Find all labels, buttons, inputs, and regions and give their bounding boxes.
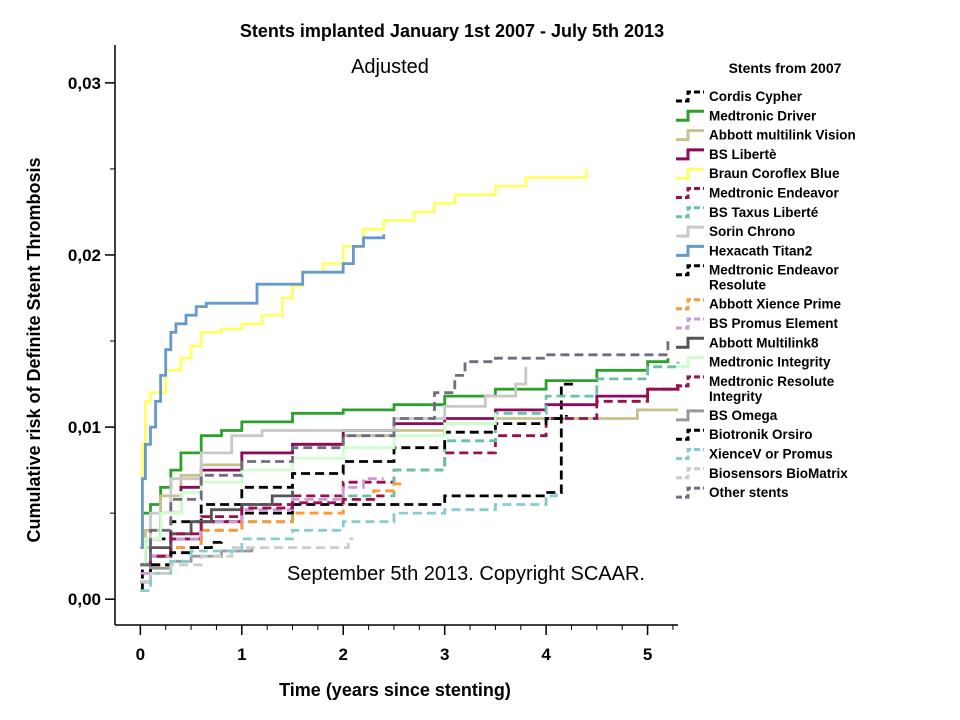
legend-item: Medtronic Resolute Integrity — [676, 374, 835, 404]
legend-swatch — [676, 409, 704, 422]
annotation-copyright: September 5th 2013. Copyright SCAAR. — [287, 563, 645, 585]
legend-swatch — [676, 129, 704, 142]
x-ticks: 0 1 2 3 4 5 — [136, 625, 674, 664]
legend-swatch — [676, 317, 704, 330]
series-line — [140, 341, 670, 567]
legend-swatch — [676, 187, 704, 199]
legend-label: BS Taxus Liberté — [709, 205, 819, 220]
legend-swatch — [676, 109, 704, 122]
legend-label: Cordis Cypher — [709, 89, 803, 104]
legend-swatch — [676, 336, 704, 349]
legend-title: Stents from 2007 — [729, 60, 842, 76]
x-tick-label: 2 — [339, 645, 348, 664]
legend-swatch — [676, 356, 704, 369]
legend-label: Abbott Xience Prime — [709, 297, 842, 312]
legend-item: BS Taxus Liberté — [676, 205, 819, 220]
legend-label: Braun Coroflex Blue — [709, 166, 840, 181]
legend-label: Medtronic Endeavor Resolute — [709, 263, 840, 293]
x-tick-label: 0 — [136, 645, 145, 664]
legend-swatch — [676, 244, 704, 257]
y-tick-label: 0,01 — [68, 418, 101, 437]
legend-label: Medtronic Resolute Integrity — [709, 374, 835, 404]
legend-swatch — [676, 467, 704, 480]
x-axis-title: Time (years since stenting) — [279, 680, 511, 700]
legend-label: Abbott multilink Vision — [709, 128, 856, 143]
plot-area: 0 1 2 3 4 5 0,00 0,01 0,02 0,03 — [68, 45, 680, 664]
legend-label: BS Omega — [709, 408, 778, 423]
x-tick-label: 1 — [237, 645, 246, 664]
legend-item: Medtronic Endeavor — [676, 186, 840, 201]
legend-swatch — [676, 298, 704, 311]
legend-item: XienceV or Promus — [676, 447, 833, 462]
legend-swatch — [676, 167, 704, 180]
legend-label: Medtronic Driver — [709, 108, 817, 123]
legend-item: Other stents — [676, 485, 789, 500]
series-line — [140, 358, 670, 549]
legend-swatch — [676, 206, 704, 219]
series-line — [140, 494, 384, 584]
legend-item: Sorin Chrono — [676, 224, 795, 239]
y-tick-label: 0,00 — [68, 590, 101, 609]
annotation-adjusted: Adjusted — [351, 56, 429, 78]
legend-label: Hexacath Titan2 — [709, 243, 812, 258]
y-tick-label: 0,02 — [68, 246, 101, 265]
series-line — [140, 382, 577, 592]
legend-item: Biotronik Orsiro — [676, 427, 813, 442]
legend-swatch — [676, 264, 704, 277]
series-line — [140, 538, 223, 584]
legend-item: BS Libertè — [676, 147, 777, 162]
legend-label: Biosensors BioMatrix — [709, 466, 848, 481]
legend-item: BS Omega — [676, 408, 778, 423]
series-line — [140, 366, 528, 549]
series-line — [140, 415, 568, 567]
series-line — [140, 477, 384, 575]
legend-item: Medtronic Endeavor Resolute — [676, 263, 840, 293]
legend-item: Hexacath Titan2 — [676, 243, 812, 258]
legend-label: Medtronic Integrity — [709, 355, 831, 370]
series-line — [140, 234, 386, 549]
legend-label: Other stents — [709, 485, 789, 500]
series-lines — [140, 168, 680, 592]
series-line — [140, 413, 497, 567]
legend-swatch — [676, 448, 704, 460]
series-line — [140, 490, 294, 567]
legend-label: Medtronic Endeavor — [709, 186, 840, 201]
legend-swatch — [676, 225, 704, 238]
legend-label: Sorin Chrono — [709, 224, 795, 239]
legend-items: Cordis Cypher Medtronic Driver Abbott mult… — [676, 89, 856, 500]
y-ticks: 0,00 0,01 0,02 0,03 — [68, 74, 115, 609]
legend-item: Abbott Multilink8 — [676, 335, 819, 350]
x-tick-label: 5 — [643, 645, 652, 664]
legend-item: Abbott multilink Vision — [676, 128, 856, 143]
legend-item: Medtronic Integrity — [676, 355, 831, 370]
series-line — [140, 168, 589, 541]
legend: Stents from 2007 Cordis Cypher Medtronic … — [676, 60, 856, 500]
legend-label: Abbott Multilink8 — [709, 335, 819, 350]
y-axis-title: Cumulative risk of Definite Stent Thromb… — [24, 157, 44, 542]
legend-label: BS Promus Element — [709, 316, 839, 331]
series-line — [140, 537, 354, 584]
legend-item: Cordis Cypher — [676, 89, 803, 104]
legend-swatch — [676, 375, 704, 388]
chart-title: Stents implanted January 1st 2007 - July… — [240, 21, 664, 41]
legend-label: XienceV or Promus — [709, 447, 833, 462]
y-tick-label: 0,03 — [68, 74, 101, 93]
legend-swatch — [676, 428, 704, 441]
legend-swatch — [676, 90, 704, 103]
legend-item: Braun Coroflex Blue — [676, 166, 840, 181]
legend-item: Medtronic Driver — [676, 108, 817, 123]
legend-label: Biotronik Orsiro — [709, 427, 813, 442]
legend-swatch — [676, 148, 704, 161]
legend-item: BS Promus Element — [676, 316, 839, 331]
legend-item: Abbott Xience Prime — [676, 297, 842, 312]
x-tick-label: 4 — [541, 645, 551, 664]
legend-label: BS Libertè — [709, 147, 777, 162]
legend-swatch — [676, 486, 704, 499]
legend-item: Biosensors BioMatrix — [676, 466, 848, 481]
x-tick-label: 3 — [440, 645, 449, 664]
